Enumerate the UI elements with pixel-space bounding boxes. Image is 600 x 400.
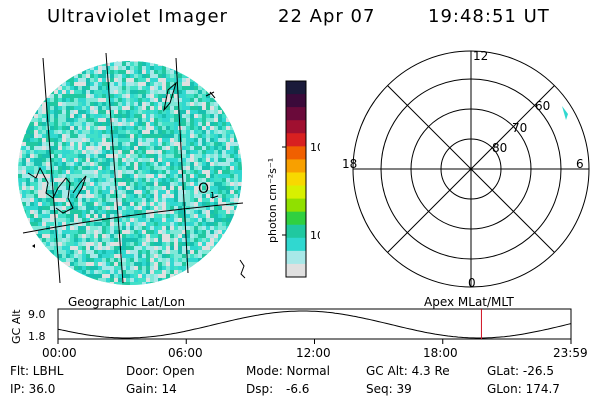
glat-info: GLat: -26.5: [487, 364, 554, 378]
colorbar-segment: [286, 198, 306, 213]
coastline: [239, 259, 246, 279]
colorbar-segment: [286, 263, 306, 278]
latitude-line: [22, 202, 244, 234]
door-info: Door: Open: [126, 364, 195, 378]
image-date: 22 Apr 07: [278, 6, 376, 27]
coastline: [72, 175, 87, 199]
flt-info: Flt: LBHL: [10, 364, 64, 378]
y-axis-label: GC Alt: [10, 309, 23, 344]
ip-info: IP: 36.0: [10, 382, 56, 396]
colorbar-tick-100: 100: [310, 141, 320, 154]
y-tick-1-8: 1.8: [28, 330, 46, 343]
apex-title: Apex MLat/MLT: [424, 295, 514, 309]
mlt-label-0: 0: [468, 276, 476, 290]
mode-info: Mode: Normal: [246, 364, 330, 378]
x-tick-1800: 18:00: [423, 346, 458, 360]
colorbar-segment: [286, 146, 306, 160]
colorbar-label: photon cm⁻²s⁻¹: [266, 158, 279, 243]
colorbar-segment: [286, 159, 306, 173]
geo-title: Geographic Lat/Lon: [68, 295, 186, 309]
colorbar-segment: [286, 94, 306, 108]
altitude-timeline: 9.0 1.8 GC Alt: [10, 308, 572, 344]
mlt-label-12: 12: [473, 49, 488, 63]
lat-label-80: 80: [492, 141, 507, 155]
polar-emission-patch: [562, 106, 568, 120]
colorbar-segment: [286, 81, 306, 95]
mlt-label-18: 18: [342, 157, 357, 171]
gc-alt-info: GC Alt: 4.3 Re: [366, 364, 450, 378]
colorbar-segment: [286, 120, 306, 134]
image-time: 19:48:51 UT: [428, 6, 550, 27]
colorbar-segment: [286, 250, 306, 265]
coastline: [163, 81, 177, 112]
colorbar-segment: [286, 237, 306, 252]
uv-image-map: O 1: [18, 52, 246, 285]
dsp-value: -6.6: [286, 382, 310, 396]
o-label: O: [198, 181, 209, 197]
colorbar-segment: [286, 172, 306, 187]
color-bar: 100 10 photon cm⁻²s⁻¹: [266, 80, 320, 278]
colorbar-segment: [286, 224, 306, 239]
coastline: [32, 244, 35, 248]
dsp-label: Dsp:: [246, 382, 274, 396]
longitude-line: [42, 57, 61, 284]
colorbar-tick-10: 10: [310, 229, 320, 242]
x-tick-1200: 12:00: [296, 346, 331, 360]
colorbar-segment: [286, 107, 306, 121]
altitude-curve: [57, 310, 572, 339]
x-tick-0000: 00:00: [42, 346, 77, 360]
uv-emission-disk: [18, 61, 242, 285]
coastline: [205, 91, 216, 99]
seq-info: Seq: 39: [366, 382, 412, 396]
colorbar-segment: [286, 185, 306, 200]
coastline: [27, 166, 74, 214]
colorbar-segment: [286, 211, 306, 226]
y-tick-9: 9.0: [28, 308, 46, 321]
lat-label-60: 60: [535, 99, 550, 113]
colorbar-segment: [286, 133, 306, 147]
app-title: Ultraviolet Imager: [47, 6, 228, 27]
o-sub-label: 1: [210, 191, 215, 200]
polar-mlt-plot: 12 18 6 0 60 70 80: [342, 49, 590, 290]
glon-info: GLon: 174.7: [487, 382, 560, 396]
lat-label-70: 70: [512, 121, 527, 135]
x-tick-2359: 23:59: [553, 346, 588, 360]
longitude-line: [105, 52, 124, 284]
mlt-label-6: 6: [576, 157, 584, 171]
x-tick-0600: 06:00: [168, 346, 203, 360]
longitude-line: [175, 57, 189, 274]
gain-info: Gain: 14: [126, 382, 177, 396]
